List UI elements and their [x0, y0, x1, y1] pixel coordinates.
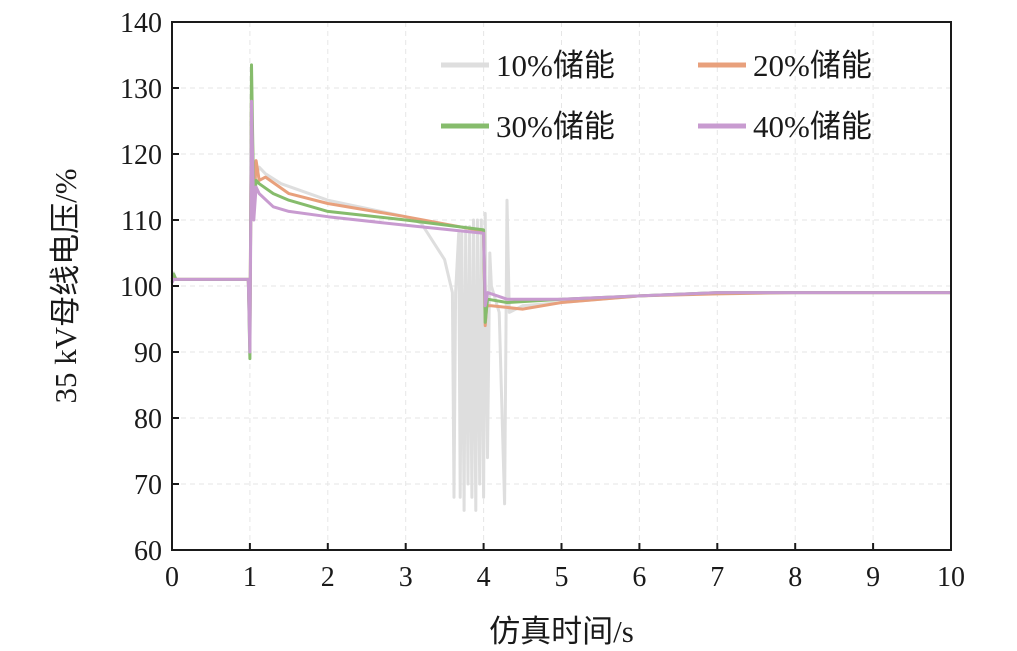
y-tick-label: 110: [121, 206, 162, 237]
y-tick-label: 60: [134, 536, 162, 567]
x-tick-label: 2: [321, 562, 335, 593]
series-line-10pct: [170, 165, 951, 512]
x-tick-label: 1: [243, 562, 257, 593]
x-tick-label: 4: [477, 562, 491, 593]
legend-label-20pct: 20%储能: [753, 48, 872, 83]
legend-label-40pct: 40%储能: [753, 109, 872, 144]
y-tick-label: 70: [134, 470, 162, 501]
y-tick-label: 130: [120, 74, 162, 105]
x-tick-label: 9: [866, 562, 880, 593]
x-tick-label: 7: [710, 562, 724, 593]
legend-label-30pct: 30%储能: [496, 109, 615, 144]
x-tick-label: 3: [399, 562, 413, 593]
y-tick-label: 100: [120, 272, 162, 303]
y-tick-label: 140: [120, 8, 162, 39]
y-tick-label: 120: [120, 140, 162, 171]
x-tick-label: 0: [165, 562, 179, 593]
legend-label-10pct: 10%储能: [496, 48, 615, 83]
y-tick-label: 80: [134, 404, 162, 435]
legend: 10%储能 20%储能 30%储能 40%储能: [441, 48, 872, 144]
y-axis-label: 35 kV母线电压/%: [48, 168, 83, 403]
x-tick-label: 5: [555, 562, 569, 593]
series-lines: [170, 63, 951, 512]
x-axis-label: 仿真时间/s: [489, 614, 634, 649]
y-tick-label: 90: [134, 338, 162, 369]
x-tick-label: 6: [632, 562, 646, 593]
grid-lines: [172, 22, 951, 550]
x-tick-label: 10: [937, 562, 965, 593]
y-axis: 60 70 80 90 100 110 120 130 140: [120, 8, 179, 567]
x-tick-label: 8: [788, 562, 802, 593]
series-line-40pct: [170, 99, 951, 354]
x-axis: 0 1 2 3 4 5 6 7 8 9 10: [165, 543, 965, 593]
